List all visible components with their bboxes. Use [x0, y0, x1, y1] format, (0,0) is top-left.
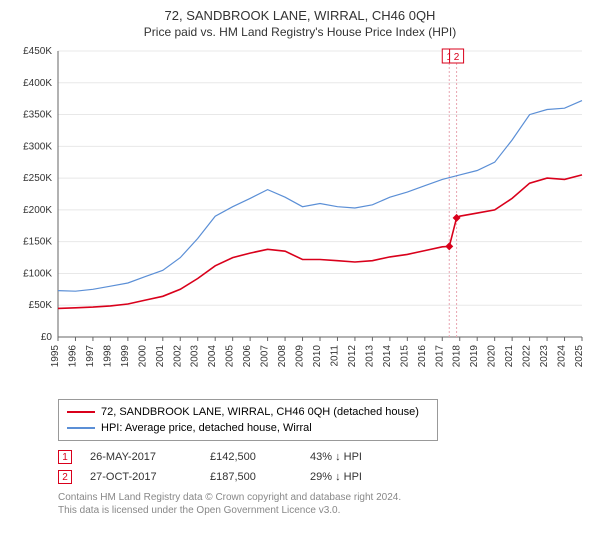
sale-date: 27-OCT-2017	[90, 471, 210, 483]
svg-text:2018: 2018	[452, 345, 463, 368]
svg-text:2021: 2021	[504, 345, 515, 368]
svg-text:£0: £0	[41, 332, 53, 343]
svg-text:£300K: £300K	[23, 141, 52, 152]
svg-text:2017: 2017	[434, 345, 445, 368]
svg-text:2013: 2013	[364, 345, 375, 368]
sale-marker-icon: 2	[58, 470, 72, 484]
price-chart: £0 £50K £100K £150K £200K £250K £300K £350K £400…	[10, 45, 590, 395]
svg-text:£350K: £350K	[23, 110, 52, 121]
svg-text:1995: 1995	[50, 345, 61, 368]
page-title: 72, SANDBROOK LANE, WIRRAL, CH46 0QH	[10, 8, 590, 23]
footer-attribution: Contains HM Land Registry data © Crown c…	[58, 491, 590, 517]
footer-line: This data is licensed under the Open Gov…	[58, 504, 590, 517]
svg-text:2003: 2003	[190, 345, 201, 368]
legend-item: HPI: Average price, detached house, Wirr…	[67, 420, 429, 436]
legend-label: 72, SANDBROOK LANE, WIRRAL, CH46 0QH (de…	[101, 406, 419, 418]
sale-delta: 29% ↓ HPI	[310, 471, 410, 483]
legend-item: 72, SANDBROOK LANE, WIRRAL, CH46 0QH (de…	[67, 404, 429, 420]
svg-text:2010: 2010	[312, 345, 323, 368]
svg-text:2024: 2024	[557, 345, 568, 368]
sale-price: £187,500	[210, 471, 310, 483]
svg-text:1998: 1998	[102, 345, 113, 368]
sales-table: 1 26-MAY-2017 £142,500 43% ↓ HPI 2 27-OC…	[58, 447, 590, 487]
svg-text:£150K: £150K	[23, 237, 52, 248]
svg-text:2023: 2023	[539, 345, 550, 368]
svg-text:2002: 2002	[172, 345, 183, 368]
svg-text:2004: 2004	[207, 345, 218, 368]
legend-swatch	[67, 427, 95, 429]
sale-price: £142,500	[210, 451, 310, 463]
svg-text:2: 2	[454, 52, 460, 63]
legend-swatch	[67, 411, 95, 413]
svg-text:2022: 2022	[522, 345, 533, 368]
svg-text:1997: 1997	[85, 345, 96, 368]
sale-marker-icon: 1	[58, 450, 72, 464]
svg-text:£450K: £450K	[23, 46, 52, 57]
svg-text:2000: 2000	[137, 345, 148, 368]
table-row: 2 27-OCT-2017 £187,500 29% ↓ HPI	[58, 467, 590, 487]
legend-label: HPI: Average price, detached house, Wirr…	[101, 422, 312, 434]
svg-text:1999: 1999	[120, 345, 131, 368]
svg-text:£50K: £50K	[29, 300, 53, 311]
table-row: 1 26-MAY-2017 £142,500 43% ↓ HPI	[58, 447, 590, 467]
svg-text:£100K: £100K	[23, 268, 52, 279]
svg-text:2007: 2007	[260, 345, 271, 368]
svg-text:2020: 2020	[487, 345, 498, 368]
svg-text:2009: 2009	[295, 345, 306, 368]
svg-text:£200K: £200K	[23, 205, 52, 216]
svg-text:2011: 2011	[329, 345, 340, 367]
svg-text:2001: 2001	[155, 345, 166, 368]
svg-text:£400K: £400K	[23, 78, 52, 89]
page-subtitle: Price paid vs. HM Land Registry's House …	[10, 25, 590, 39]
svg-text:£250K: £250K	[23, 173, 52, 184]
svg-text:2005: 2005	[225, 345, 236, 368]
svg-text:2016: 2016	[417, 345, 428, 368]
sale-delta: 43% ↓ HPI	[310, 451, 410, 463]
footer-line: Contains HM Land Registry data © Crown c…	[58, 491, 590, 504]
svg-text:2006: 2006	[242, 345, 253, 368]
svg-text:2025: 2025	[574, 345, 585, 368]
svg-text:1996: 1996	[67, 345, 78, 368]
svg-text:2019: 2019	[469, 345, 480, 368]
svg-text:2015: 2015	[399, 345, 410, 368]
legend: 72, SANDBROOK LANE, WIRRAL, CH46 0QH (de…	[58, 399, 438, 441]
svg-text:2008: 2008	[277, 345, 288, 368]
svg-text:2012: 2012	[347, 345, 358, 368]
svg-text:2014: 2014	[382, 345, 393, 368]
sale-date: 26-MAY-2017	[90, 451, 210, 463]
